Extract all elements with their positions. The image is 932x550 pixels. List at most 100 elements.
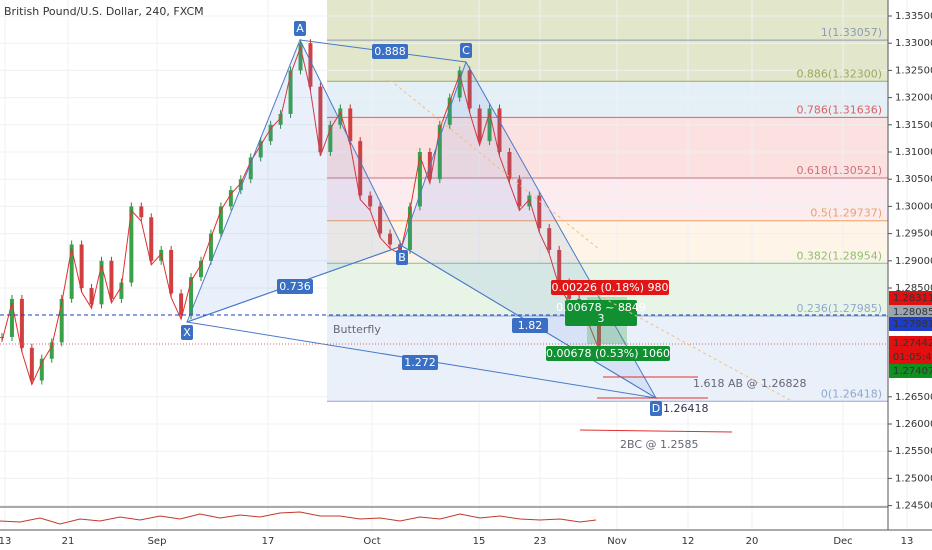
candle	[49, 342, 54, 359]
price-tag	[889, 336, 932, 350]
price-tick-label: 1.26500	[895, 392, 932, 403]
label-box	[460, 43, 472, 58]
label-text: C	[462, 44, 470, 57]
candle	[59, 298, 64, 343]
time-tick-label: 15	[473, 536, 486, 547]
candle	[179, 293, 184, 316]
label-text: 1.272	[404, 356, 436, 369]
candle	[169, 249, 174, 294]
candle	[597, 320, 601, 346]
projection-line	[579, 429, 733, 433]
price-tag-label: 1.27407	[893, 366, 932, 377]
candle	[457, 70, 462, 98]
candle	[487, 108, 492, 142]
time-tick-label: 20	[746, 536, 759, 547]
candle	[149, 217, 154, 261]
label-box	[650, 401, 662, 416]
candle	[79, 244, 84, 288]
candle	[39, 358, 44, 381]
candle	[417, 152, 422, 207]
price-tick-label: 1.33500	[895, 11, 932, 22]
label-box	[277, 279, 313, 294]
price-tag	[889, 350, 932, 364]
fib-label: 1(1.33057)	[821, 26, 882, 39]
candle	[19, 298, 24, 348]
candle	[0, 336, 4, 338]
candle	[348, 108, 353, 142]
candle	[318, 86, 323, 152]
label-text: 0.00678 ~ 8849	[556, 301, 646, 314]
candle	[388, 233, 393, 245]
label-box	[294, 21, 306, 36]
candle	[557, 249, 562, 283]
candle	[258, 141, 263, 158]
fib-band	[327, 220, 888, 264]
candle	[477, 108, 482, 142]
candle	[228, 190, 233, 207]
candle	[358, 141, 363, 196]
price-tick-label: 1.32500	[895, 65, 932, 76]
candle	[328, 124, 333, 152]
label-text: A	[296, 22, 304, 35]
price-tick-label: 1.29000	[895, 256, 932, 267]
label-box	[565, 300, 637, 326]
label-box	[546, 346, 670, 361]
price-tag-label: 1.28311	[893, 293, 932, 304]
price-tick-label: 1.25500	[895, 446, 932, 457]
fib-band	[327, 40, 888, 82]
fib-label: 0(1.26418)	[821, 387, 882, 400]
oscillator-line	[0, 511, 597, 525]
label-text: 3	[598, 312, 605, 325]
fib-band	[327, 81, 888, 118]
time-tick-label: Sep	[148, 536, 167, 547]
price-tag	[889, 317, 932, 331]
candle	[189, 277, 194, 316]
price-tick-label: 1.29500	[895, 229, 932, 240]
price-tag-label: 1.27981	[893, 319, 932, 330]
fib-band	[327, 0, 888, 41]
price-tick-label: 1.26000	[895, 419, 932, 430]
label-box	[396, 250, 408, 265]
candle	[99, 260, 104, 305]
time-tick-label: 23	[534, 536, 547, 547]
label-text: X	[183, 326, 191, 339]
label-text: 1.82	[518, 319, 543, 332]
candle	[278, 113, 283, 125]
fib-label: 0.236(1.27985)	[796, 302, 882, 315]
price-tick-label: 1.32000	[895, 93, 932, 104]
projection-label: 2BC @ 1.2585	[620, 438, 699, 451]
candle	[537, 195, 542, 229]
candle	[218, 206, 223, 234]
label-text: 0.888	[374, 45, 406, 58]
price-tag	[889, 291, 932, 305]
price-tick-label: 1.30000	[895, 201, 932, 212]
fib-label: 0.886(1.32300)	[796, 67, 882, 80]
chart-header: British Pound/U.S. Dollar, 240, FXCM	[4, 5, 204, 18]
candle	[139, 206, 144, 218]
candle	[109, 260, 114, 299]
time-tick-label: Oct	[363, 536, 380, 547]
price-tag-label: 1.27442	[893, 338, 932, 349]
candle	[407, 206, 412, 250]
candle	[69, 244, 74, 299]
candle	[298, 43, 303, 71]
time-tick-label: 13	[901, 536, 914, 547]
candle	[517, 179, 522, 207]
price-tick-label: 1.28500	[895, 283, 932, 294]
label-text: D	[652, 402, 660, 415]
candle	[467, 70, 472, 109]
fib-label: 0.382(1.28954)	[796, 249, 882, 262]
candle	[248, 157, 253, 180]
label-text: B	[398, 251, 406, 264]
candle	[119, 282, 124, 299]
fib-label: 0.618(1.30521)	[796, 164, 882, 177]
time-tick-label: 12	[682, 536, 695, 547]
label-text: 0.00678 (0.53%) 1060	[546, 347, 670, 360]
price-tick-label: 1.24500	[895, 501, 932, 512]
label-box	[181, 325, 193, 340]
candle	[129, 206, 134, 283]
projection-label: 1.618 AB @ 1.26828	[693, 377, 807, 390]
fib-label: 0.5(1.29737)	[810, 207, 882, 220]
candle	[199, 260, 203, 278]
